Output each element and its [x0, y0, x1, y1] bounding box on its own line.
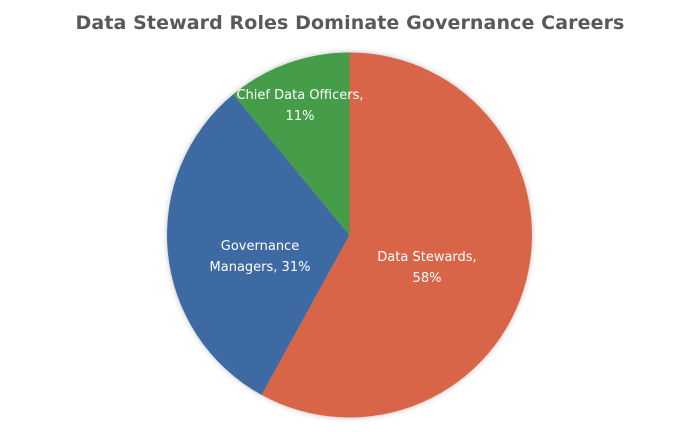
label-line: Managers, 31%: [209, 260, 311, 275]
pie-slice-data-stewards: [261, 52, 533, 418]
label-line: Chief Data Officers,: [236, 88, 364, 103]
data-label-chief-data-officers: Chief Data Officers, 11%: [220, 85, 380, 127]
label-line: Data Stewards,: [377, 250, 477, 265]
pie-slice-governance-managers: [167, 94, 350, 395]
data-label-data-stewards: Data Stewards, 58%: [352, 247, 502, 289]
label-line: Governance: [220, 239, 300, 254]
chart-title: Data Steward Roles Dominate Governance C…: [75, 12, 625, 34]
pie-slice-chief-data-officers: [233, 52, 350, 235]
label-line: 58%: [412, 271, 442, 286]
data-label-governance-managers: Governance Managers, 31%: [195, 236, 325, 278]
label-line: 11%: [285, 109, 315, 124]
